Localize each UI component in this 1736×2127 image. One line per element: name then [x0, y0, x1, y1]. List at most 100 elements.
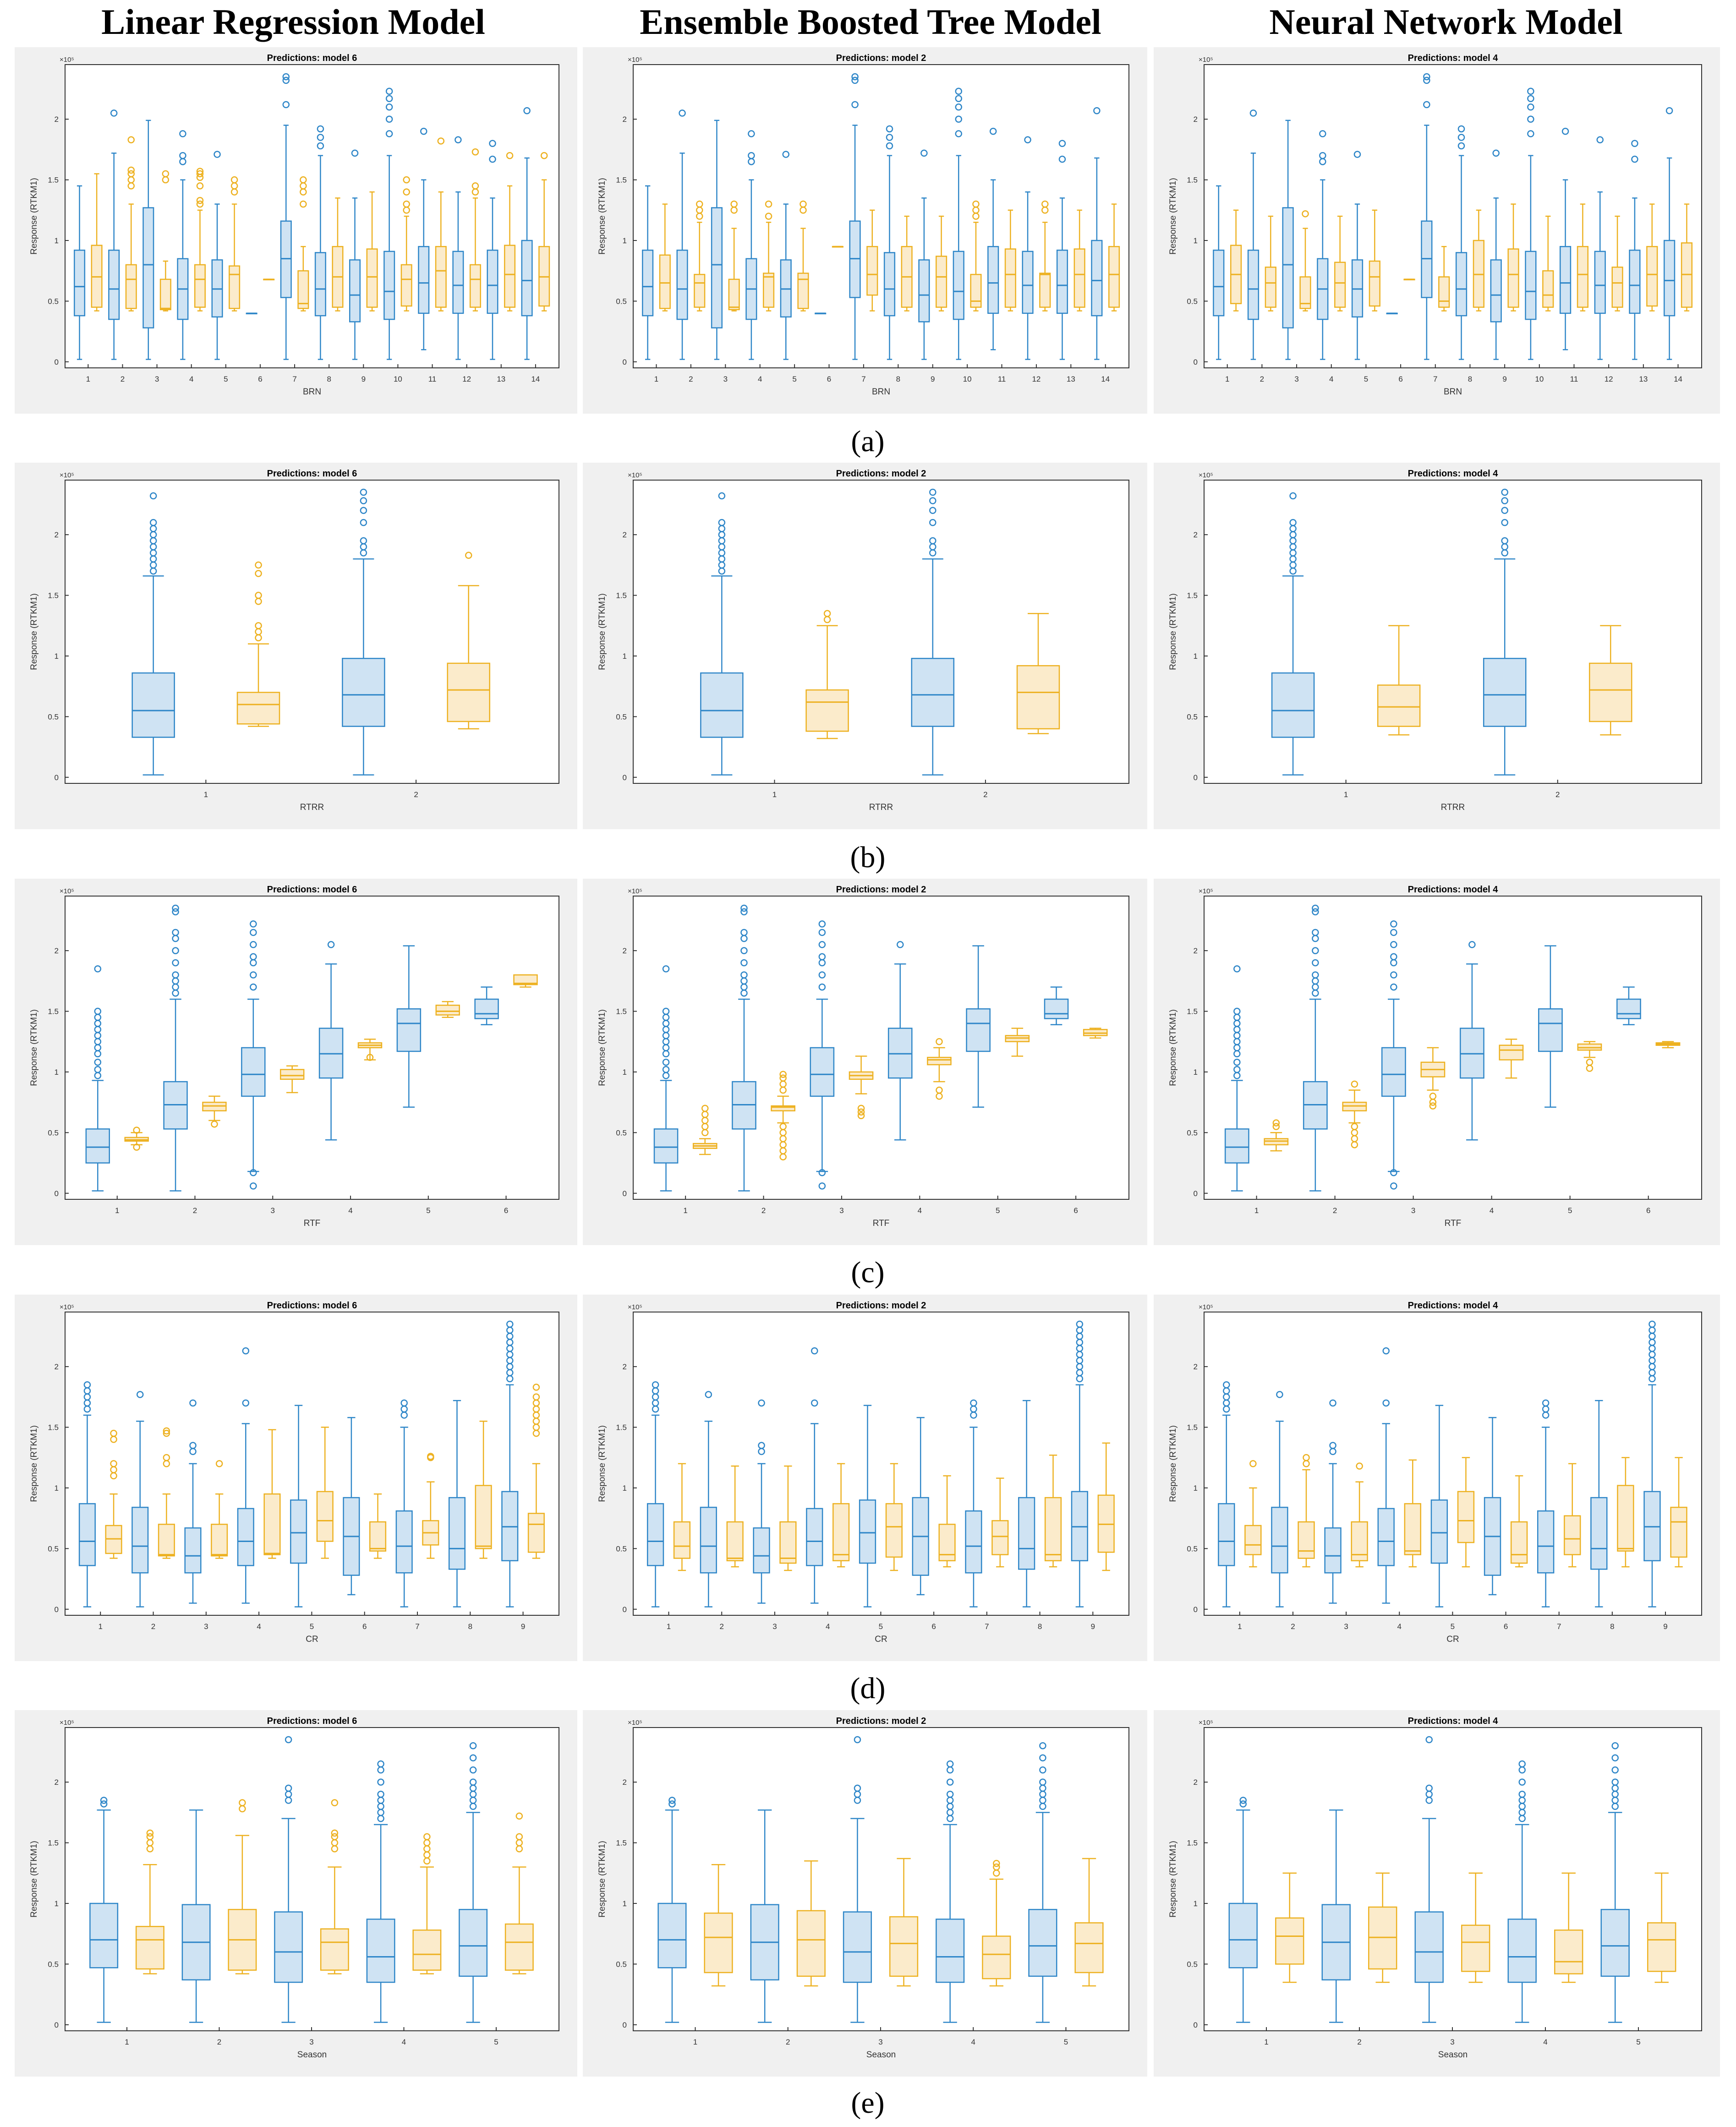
chart-title: Predictions: model 2	[836, 1716, 926, 1726]
outlier-point	[100, 1797, 108, 1804]
predicted-box-13	[504, 152, 516, 312]
x-tick-label: 3	[1450, 2038, 1454, 2046]
iqr-box	[369, 1521, 387, 1552]
outlier-point	[285, 1736, 292, 1744]
predicted-box-5	[1457, 1457, 1475, 1568]
observed-box-9	[1490, 149, 1502, 360]
outlier-point	[1631, 140, 1638, 147]
y-tick-label: 0	[55, 1189, 59, 1198]
row-label-a: (a)	[851, 425, 884, 458]
iqr-box	[1091, 240, 1103, 317]
outlier-point	[403, 176, 410, 184]
column-title-linear-regression: Linear Regression Model	[101, 2, 485, 42]
outlier-point	[1631, 155, 1638, 163]
outlier-point	[366, 1054, 374, 1061]
observed-box-13	[1056, 140, 1068, 360]
iqr-box	[85, 1128, 110, 1164]
observed-box-2	[1247, 109, 1260, 360]
outlier-point	[83, 1381, 91, 1389]
iqr-box	[513, 974, 538, 985]
predicted-box-1	[1230, 209, 1242, 312]
predicted-box-11	[1004, 209, 1016, 312]
plot-area	[1204, 1727, 1702, 2031]
y-tick-label: 2	[623, 1362, 627, 1371]
x-tick-label: 9	[521, 1622, 525, 1631]
x-tick-label: 3	[878, 2038, 882, 2046]
outlier-point	[403, 188, 410, 196]
column-title-ensemble-boosted-tree: Ensemble Boosted Tree Model	[640, 2, 1101, 42]
outlier-point	[1319, 130, 1326, 137]
predicted-box-13	[1073, 209, 1085, 312]
outlier-point	[360, 519, 367, 526]
x-tick-label: 5	[310, 1622, 314, 1631]
outlier-point	[250, 941, 257, 948]
outlier-point	[1329, 1442, 1336, 1449]
y-exponent-label: ×10⁵	[1199, 1719, 1213, 1727]
outlier-point	[851, 77, 859, 84]
iqr-box	[657, 1903, 687, 1968]
iqr-box	[673, 1521, 691, 1559]
outlier-point	[471, 148, 479, 156]
iqr-box	[1018, 1497, 1035, 1570]
outlier-point	[1239, 1797, 1247, 1804]
iqr-box	[832, 1503, 850, 1562]
y-tick-label: 1.5	[616, 1007, 627, 1016]
iqr-box	[316, 1491, 334, 1542]
iqr-box	[704, 1912, 733, 1974]
outlier-point	[360, 488, 367, 496]
outlier-point	[920, 149, 928, 157]
x-tick-label: 2	[151, 1622, 155, 1631]
outlier-point	[705, 1391, 712, 1398]
observed-box-4	[366, 1760, 395, 2023]
observed-box-2	[911, 488, 955, 776]
x-tick-label: 8	[468, 1622, 472, 1631]
predicted-box-2	[202, 1095, 227, 1128]
iqr-box	[1414, 1911, 1444, 1983]
outlier-point	[886, 125, 893, 133]
x-tick-label: 4	[402, 2038, 406, 2046]
y-tick-label: 1.5	[1187, 176, 1198, 185]
outlier-point	[758, 1399, 765, 1407]
y-tick-label: 2	[1194, 946, 1198, 955]
outlier-point	[857, 1108, 865, 1116]
iqr-box	[1455, 252, 1468, 317]
outlier-point	[1527, 87, 1534, 95]
iqr-box	[866, 246, 878, 296]
x-tick-label: 4	[1397, 1622, 1402, 1631]
y-tick-label: 1	[623, 236, 627, 245]
y-tick-label: 0	[623, 358, 627, 366]
y-tick-label: 1	[55, 1899, 59, 1908]
outlier-point	[162, 170, 170, 178]
observed-box-3	[711, 120, 723, 360]
x-tick-label: 14	[1674, 375, 1682, 383]
y-tick-label: 1.5	[1187, 1839, 1198, 1848]
outlier-point	[811, 1347, 818, 1355]
x-tick-label: 9	[1091, 1622, 1095, 1631]
iqr-box	[1282, 207, 1294, 328]
outlier-point	[360, 537, 367, 545]
outlier-point	[1501, 497, 1508, 504]
x-tick-label: 2	[193, 1206, 197, 1215]
outlier-point	[993, 1863, 1000, 1871]
predicted-box-7	[866, 209, 878, 312]
x-tick-label: 5	[1364, 375, 1368, 383]
y-tick-label: 2	[55, 1362, 59, 1371]
x-tick-label: 4	[348, 1206, 352, 1215]
x-tick-label: 5	[1636, 2038, 1640, 2046]
x-tick-label: 11	[428, 375, 437, 383]
row-label-d: (d)	[850, 1672, 886, 1705]
iqr-box	[1039, 273, 1051, 308]
iqr-box	[1377, 1508, 1395, 1566]
x-axis-label: BRN	[1444, 387, 1462, 397]
outlier-point	[149, 492, 157, 500]
outlier-point	[250, 1169, 257, 1176]
outlier-point	[1501, 519, 1508, 526]
predicted-box-1	[692, 1105, 717, 1155]
outlier-point	[1319, 152, 1326, 159]
outlier-point	[662, 1059, 670, 1066]
outlier-point	[1312, 971, 1319, 979]
y-tick-label: 1	[1194, 1484, 1198, 1493]
iqr-box	[1108, 246, 1120, 308]
outlier-point	[1093, 107, 1101, 115]
outlier-point	[172, 947, 179, 954]
